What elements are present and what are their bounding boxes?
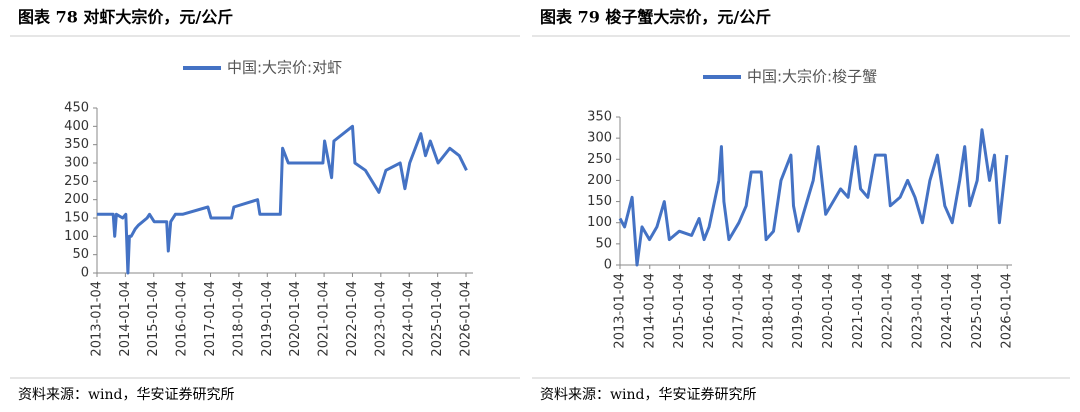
y-tick-label: 350 bbox=[587, 110, 612, 125]
x-tick-label: 2013-01-04 bbox=[613, 273, 628, 349]
x-tick-label: 2015-01-04 bbox=[672, 273, 687, 349]
x-tick-label: 2022-01-04 bbox=[881, 273, 896, 349]
x-tick-label: 2014-01-04 bbox=[118, 281, 133, 357]
y-tick-label: 0 bbox=[81, 266, 89, 281]
chart-title: 图表 78 对虾大宗价，元/公斤 bbox=[18, 8, 233, 27]
x-tick-label: 2022-01-04 bbox=[345, 281, 360, 357]
y-tick-label: 250 bbox=[587, 152, 612, 167]
x-tick-label: 2026-01-04 bbox=[459, 281, 474, 357]
x-tick-label: 2024-01-04 bbox=[402, 281, 417, 357]
y-tick-label: 300 bbox=[64, 156, 89, 171]
series-line bbox=[618, 128, 1009, 267]
x-tick-label: 2019-01-04 bbox=[260, 281, 275, 357]
x-tick-label: 2013-01-04 bbox=[90, 281, 105, 357]
y-tick-label: 400 bbox=[64, 119, 89, 134]
x-tick-label: 2026-01-04 bbox=[1000, 273, 1015, 349]
x-tick-label: 2023-01-04 bbox=[910, 273, 925, 349]
source: 资料来源：wind，华安证券研究所 bbox=[540, 387, 756, 403]
series-line bbox=[97, 124, 468, 275]
x-tick-label: 2023-01-04 bbox=[373, 281, 388, 357]
chart-title: 图表 79 梭子蟹大宗价，元/公斤 bbox=[540, 8, 771, 27]
y-tick-label: 350 bbox=[64, 137, 89, 152]
x-tick-label: 2016-01-04 bbox=[702, 273, 717, 349]
y-tick-label: 150 bbox=[587, 194, 612, 209]
y-tick-label: 100 bbox=[587, 215, 612, 230]
x-tick-label: 2025-01-04 bbox=[970, 273, 985, 349]
source: 资料来源：wind，华安证券研究所 bbox=[18, 387, 234, 403]
y-tick-label: 150 bbox=[64, 211, 89, 226]
y-tick-label: 450 bbox=[64, 101, 89, 116]
x-tick-label: 2014-01-04 bbox=[642, 273, 657, 349]
x-tick-label: 2025-01-04 bbox=[430, 281, 445, 357]
y-tick-label: 200 bbox=[64, 192, 89, 207]
x-tick-label: 2020-01-04 bbox=[288, 281, 303, 357]
y-tick-label: 250 bbox=[64, 174, 89, 189]
x-tick-label: 2017-01-04 bbox=[732, 273, 747, 349]
legend-label: 中国:大宗价:对虾 bbox=[227, 59, 342, 77]
x-tick-label: 2015-01-04 bbox=[146, 281, 161, 357]
y-tick-label: 50 bbox=[72, 247, 89, 262]
x-tick-label: 2024-01-04 bbox=[940, 273, 955, 349]
x-tick-label: 2021-01-04 bbox=[851, 273, 866, 349]
y-tick-label: 0 bbox=[604, 258, 612, 273]
x-tick-label: 2019-01-04 bbox=[791, 273, 806, 349]
y-tick-label: 50 bbox=[595, 236, 612, 251]
y-tick-label: 100 bbox=[64, 229, 89, 244]
x-tick-label: 2017-01-04 bbox=[203, 281, 218, 357]
legend-label: 中国:大宗价:梭子蟹 bbox=[747, 68, 877, 86]
y-tick-label: 200 bbox=[587, 173, 612, 188]
x-tick-label: 2016-01-04 bbox=[175, 281, 190, 357]
x-tick-label: 2018-01-04 bbox=[761, 273, 776, 349]
y-tick-label: 300 bbox=[587, 131, 612, 146]
x-tick-label: 2018-01-04 bbox=[231, 281, 246, 357]
x-tick-label: 2020-01-04 bbox=[821, 273, 836, 349]
x-tick-label: 2021-01-04 bbox=[317, 281, 332, 357]
